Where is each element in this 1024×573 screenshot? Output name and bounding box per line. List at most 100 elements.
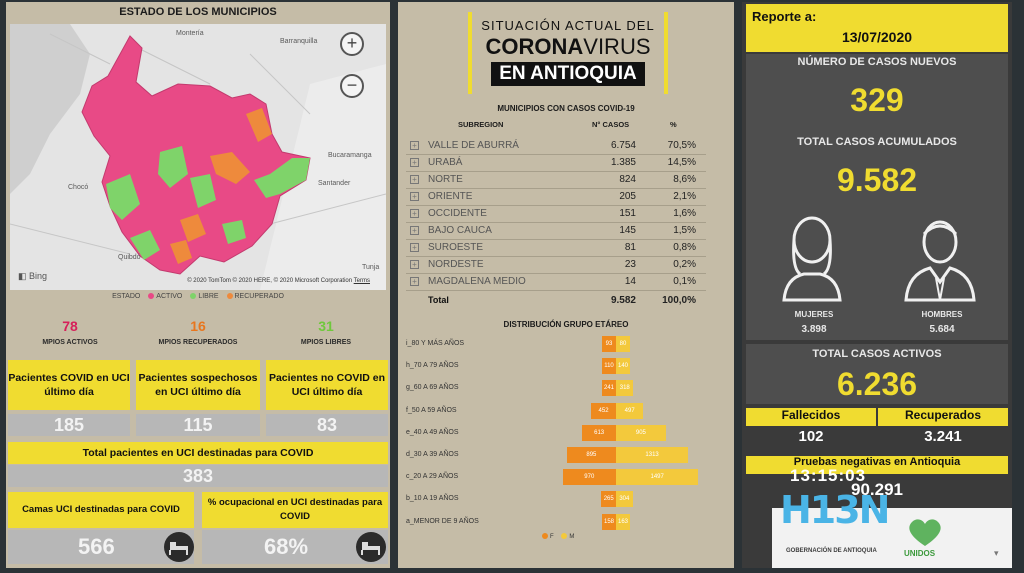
age-tick-label: d_30 A 39 AÑOS <box>406 451 459 458</box>
table-row[interactable]: + ORIENTE 205 2,1% <box>406 189 706 206</box>
map-canvas <box>10 24 386 290</box>
row-casos: 6.754 <box>610 140 636 151</box>
row-subregion: OCCIDENTE <box>428 208 487 219</box>
row-pct: 0,2% <box>673 259 696 270</box>
acumulados-value: 9.582 <box>836 162 918 198</box>
row-pct: 0,8% <box>673 242 696 253</box>
casos-nuevos-value: 329 <box>850 82 904 118</box>
legend-title: ESTADO <box>112 293 141 300</box>
row-subregion: SUROESTE <box>428 242 484 253</box>
row-pct: 1,6% <box>673 208 696 219</box>
zoom-in-button[interactable]: + <box>340 32 364 56</box>
header-line1: SITUACIÓN ACTUAL DEL <box>481 18 655 33</box>
age-bar-f: 110 <box>602 358 616 375</box>
legend-f-dot <box>542 533 548 539</box>
map[interactable]: + − Montería Barranquilla Bucaramanga Ch… <box>10 24 386 290</box>
expand-icon[interactable]: + <box>410 141 419 150</box>
ocupacion-label: % ocupacional en UCI destinadas para COV… <box>202 492 388 528</box>
expand-icon[interactable]: + <box>410 277 419 286</box>
age-bar-m: 497 <box>616 402 644 419</box>
row-subregion: VALLE DE ABURRÁ <box>428 140 519 151</box>
total-label: Total <box>428 295 449 305</box>
hombres-label: HOMBRES <box>921 310 963 319</box>
bing-logo: ◧ Bing <box>18 271 47 282</box>
table-row[interactable]: + MAGDALENA MEDIO 14 0,1% <box>406 274 706 291</box>
expand-icon[interactable]: + <box>410 192 419 201</box>
pruebas-value: 90.291 <box>851 480 903 499</box>
cases-block: NÚMERO DE CASOS NUEVOS 329 TOTAL CASOS A… <box>746 54 1008 340</box>
age-bar-f: 452 <box>591 402 616 419</box>
activos-value: 6.236 <box>836 366 918 402</box>
table-row[interactable]: + OCCIDENTE 151 1,6% <box>406 206 706 223</box>
age-bar-m: 304 <box>616 491 633 508</box>
age-bar-m: 905 <box>616 424 666 441</box>
mpios-libres-value: 31 <box>318 318 334 334</box>
fallecidos-value: 102 <box>798 428 824 445</box>
table-row[interactable]: + BAJO CAUCA 145 1,5% <box>406 223 706 240</box>
uci-total-value: 383 <box>8 465 388 487</box>
col-pct: % <box>670 120 677 129</box>
table-row[interactable]: + URABÁ 1.385 14,5% <box>406 155 706 172</box>
gobernacion-label: GOBERNACIÓN DE ANTIOQUIA <box>786 548 877 554</box>
age-tick-label: g_60 A 69 AÑOS <box>406 384 459 392</box>
header-line3: EN ANTIOQUIA <box>491 62 645 86</box>
age-bar-f: 613 <box>582 424 616 441</box>
expand-icon[interactable]: + <box>410 243 419 252</box>
table-row[interactable]: + NORDESTE 23 0,2% <box>406 257 706 274</box>
row-pct: 0,1% <box>673 276 696 287</box>
row-subregion: NORDESTE <box>428 259 484 270</box>
recuperados-label: Recuperados <box>878 408 1008 426</box>
legend-active-label: ACTIVO <box>156 293 183 300</box>
table-row[interactable]: + VALLE DE ABURRÁ 6.754 70,5% <box>406 138 706 155</box>
age-bar-m: 140 <box>616 358 630 375</box>
age-bar-f: 895 <box>566 447 616 463</box>
pruebas-label: Pruebas negativas en Antioquia <box>746 456 1008 474</box>
uci-no-covid-label: Pacientes no COVID en UCI último día <box>266 360 388 410</box>
broadcast-logo-strip <box>772 508 1012 568</box>
legend-recovered-dot <box>226 293 233 299</box>
row-casos: 14 <box>624 276 636 287</box>
legend-recovered-label: RECUPERADO <box>234 293 284 300</box>
chevron-down-icon[interactable]: ▾ <box>994 548 999 558</box>
uci-sospechosos-value: 115 <box>136 414 260 436</box>
zoom-out-button[interactable]: − <box>340 74 364 98</box>
expand-icon[interactable]: + <box>410 209 419 218</box>
map-terms-link[interactable]: Terms <box>353 278 370 284</box>
table-row[interactable]: + NORTE 824 8,6% <box>406 172 706 189</box>
expand-icon[interactable]: + <box>410 158 419 167</box>
uci-covid-value: 185 <box>8 414 130 436</box>
map-legend: ESTADO ACTIVO LIBRE RECUPERADO <box>6 293 390 300</box>
age-tick-label: c_20 A 29 AÑOS <box>406 473 459 481</box>
legend-m-label: M <box>569 534 575 540</box>
h13n-logo: H13N <box>780 488 890 532</box>
bing-label: Bing <box>29 271 48 281</box>
mujeres-value: 3.898 <box>801 324 827 335</box>
bing-icon: ◧ <box>18 271 27 281</box>
map-label-santander: Santander <box>318 180 351 187</box>
map-label-tunja: Tunja <box>362 264 380 271</box>
row-casos: 145 <box>619 225 636 236</box>
legend-m-dot <box>561 533 568 539</box>
expand-icon[interactable]: + <box>410 226 419 235</box>
row-casos: 81 <box>624 242 636 253</box>
icu-occupancy-icon <box>356 532 386 562</box>
age-bar-m: 1497 <box>616 469 699 486</box>
casos-panel: SITUACIÓN ACTUAL DEL CORONAVIRUS EN ANTI… <box>398 2 734 568</box>
unidos-heart-icon <box>909 519 941 546</box>
expand-icon[interactable]: + <box>410 260 419 269</box>
age-bar-m: 80 <box>616 336 630 352</box>
stat-mpios-activos: 78 MPIOS ACTIVOS <box>10 318 130 346</box>
table-title: MUNICIPIOS CON CASOS COVID-19 <box>497 104 635 113</box>
row-casos: 23 <box>624 259 636 270</box>
table-row[interactable]: + SUROESTE 81 0,8% <box>406 240 706 257</box>
expand-icon[interactable]: + <box>410 175 419 184</box>
activos-block: TOTAL CASOS ACTIVOS 6.236 <box>746 344 1008 404</box>
header-virus: VIRUS <box>583 34 651 59</box>
row-subregion: URABÁ <box>428 157 463 168</box>
row-pct: 2,1% <box>673 191 696 202</box>
row-pct: 70,5% <box>667 140 696 151</box>
casos-nuevos-label: NÚMERO DE CASOS NUEVOS <box>797 56 957 68</box>
man-icon <box>904 220 976 302</box>
col-casos: N° CASOS <box>592 120 630 129</box>
header-corona: CORONA <box>485 34 584 59</box>
